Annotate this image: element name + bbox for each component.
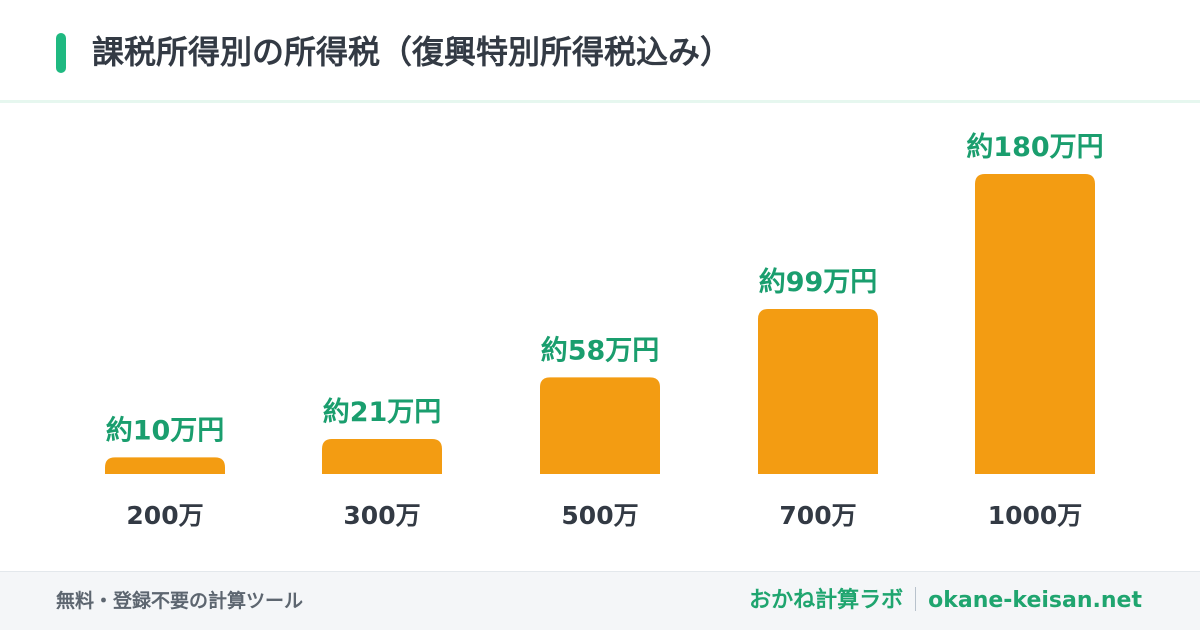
bar-group: 約58万円 500万 — [540, 334, 660, 530]
footer-tagline: 無料・登録不要の計算ツール — [56, 590, 304, 612]
bar-group: 約180万円 1000万 — [966, 131, 1103, 530]
chart-title: 課税所得別の所得税（復興特別所得税込み） — [92, 33, 733, 71]
category-label: 300万 — [343, 501, 420, 530]
site-link[interactable]: okane-keisan.net — [928, 588, 1142, 613]
bar — [540, 377, 660, 474]
bar — [975, 174, 1095, 474]
bar-group: 約10万円 200万 — [105, 414, 225, 530]
header-divider — [0, 100, 1200, 103]
bar-value-label: 約21万円 — [323, 396, 442, 428]
category-label: 500万 — [561, 501, 638, 530]
bar-value-label: 約58万円 — [541, 334, 660, 366]
footer: 無料・登録不要の計算ツール おかね計算ラボ okane-keisan.net — [0, 571, 1200, 630]
bar — [105, 457, 225, 474]
bar-group: 約21万円 300万 — [322, 396, 442, 530]
category-label: 200万 — [126, 501, 203, 530]
footer-separator — [915, 587, 917, 611]
bar-value-label: 約99万円 — [759, 266, 878, 298]
bar — [322, 439, 442, 474]
brand-name: おかね計算ラボ — [749, 588, 904, 613]
bar-group: 約99万円 700万 — [758, 266, 878, 530]
category-label: 700万 — [779, 501, 856, 530]
bar — [758, 309, 878, 474]
category-label: 1000万 — [988, 501, 1083, 530]
header: 課税所得別の所得税（復興特別所得税込み） — [0, 0, 1200, 100]
bar-value-label: 約180万円 — [966, 131, 1103, 163]
bar-chart: 約10万円 200万 約21万円 300万 約58万円 500万 約99万円 700万 約180… — [105, 131, 1104, 530]
footer-branding: おかね計算ラボ okane-keisan.net — [749, 572, 1142, 630]
bar-value-label: 約10万円 — [106, 414, 225, 446]
title-accent-bar — [56, 33, 66, 73]
